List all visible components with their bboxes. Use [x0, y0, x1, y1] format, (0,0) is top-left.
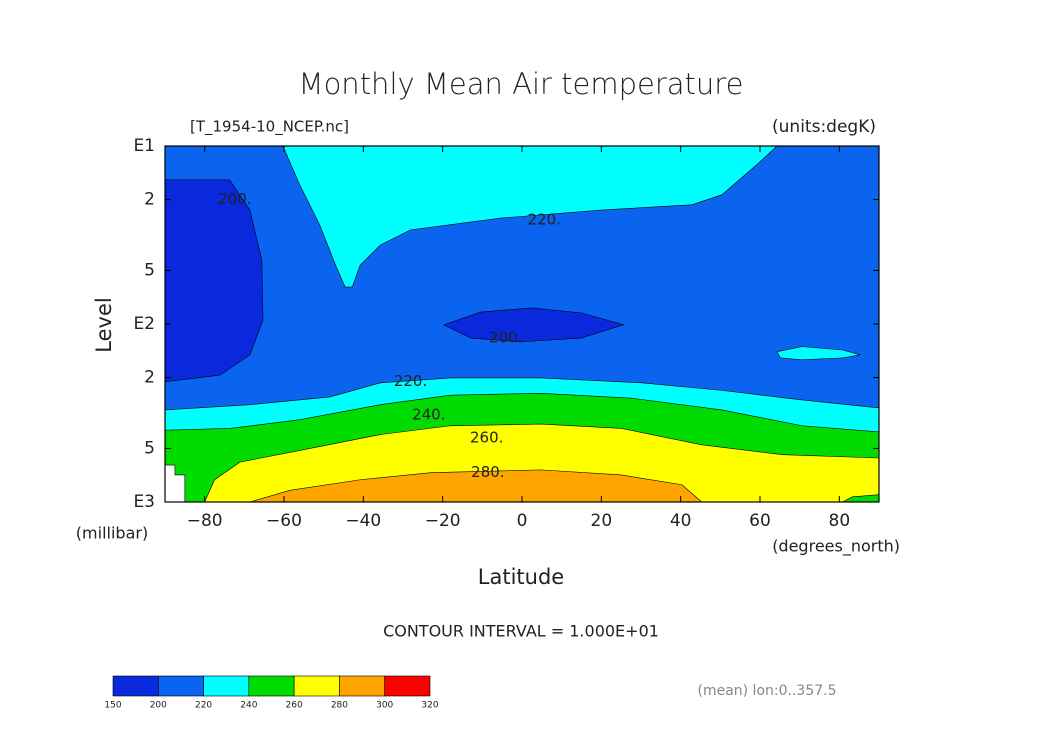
y-unit-label: (millibar) [76, 524, 148, 543]
contour-label: 220. [528, 210, 561, 228]
x-tick-label: 0 [517, 511, 528, 531]
y-tick-label: E2 [133, 314, 155, 334]
x-axis-label: Latitude [478, 565, 564, 589]
y-tick-label: 5 [144, 438, 155, 458]
contour-label: 200. [218, 190, 251, 208]
contour-region [282, 145, 778, 288]
x-tick-label: −80 [187, 511, 223, 531]
colorbar-swatch [293, 675, 340, 697]
colorbar-label: 150 [104, 701, 121, 711]
contour-region [776, 346, 861, 361]
y-tick-label: 2 [144, 190, 155, 210]
x-tick-label: −60 [266, 511, 302, 531]
contour-label: 260. [470, 429, 503, 447]
footer-note: (mean) lon:0..357.5 [697, 683, 836, 699]
y-tick-label: E1 [133, 136, 155, 156]
x-tick-label: 60 [749, 511, 771, 531]
contour-region [164, 179, 264, 383]
x-tick-label: −20 [425, 511, 461, 531]
colorbar-swatch [112, 675, 159, 697]
x-tick-label: −40 [345, 511, 381, 531]
contour-label: 240. [412, 405, 445, 423]
colorbar-swatch [384, 675, 431, 697]
y-tick-label: E3 [133, 492, 155, 512]
colorbar-swatch [339, 675, 386, 697]
contour-label: 200. [489, 329, 522, 347]
colorbar-label: 280 [331, 701, 348, 711]
y-tick-label: 5 [144, 260, 155, 280]
contour-region [249, 469, 703, 503]
colorbar-label: 240 [240, 701, 257, 711]
colorbar-swatch [157, 675, 204, 697]
contour-label: 280. [471, 463, 504, 481]
x-unit-label: (degrees_north) [772, 537, 900, 557]
y-axis-label: Level [92, 297, 116, 352]
y-tick-label: 2 [144, 368, 155, 388]
x-tick-label: 20 [591, 511, 613, 531]
interval-note: CONTOUR INTERVAL = 1.000E+01 [383, 622, 659, 641]
colorbar-label: 260 [286, 701, 303, 711]
colorbar-label: 200 [150, 701, 167, 711]
colorbar-label: 220 [195, 701, 212, 711]
colorbar-swatch [203, 675, 250, 697]
contour-region [443, 307, 625, 343]
source-label: [T_1954-10_NCEP.nc] [190, 118, 349, 137]
colorbar-label: 320 [421, 701, 438, 711]
x-tick-label: 40 [670, 511, 692, 531]
colorbar-swatch [248, 675, 295, 697]
chart-title: Monthly Mean Air temperature [299, 67, 744, 101]
colorbar-label: 300 [376, 701, 393, 711]
contour-label: 220. [394, 372, 427, 390]
units-label: (units:degK) [772, 117, 876, 137]
x-tick-label: 80 [829, 511, 851, 531]
